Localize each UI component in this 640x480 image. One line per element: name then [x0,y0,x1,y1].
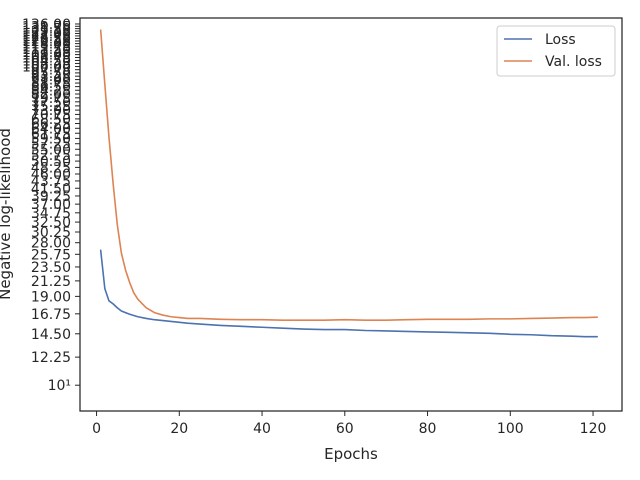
y-tick-label: 52.75 [31,148,71,164]
y-tick-label: 59.50 [31,131,71,147]
x-tick-label: 0 [92,421,101,437]
y-tick-label: 93.25 [31,69,71,85]
y-tick-label: 104.50 [22,53,71,69]
y-tick-label: 131.50 [22,22,71,38]
y-tick-label: 64.00 [31,121,71,137]
y-tick-label: 48.25 [31,160,71,176]
y-tick-label: 19.00 [31,289,71,305]
y-tick-label: 115.75 [22,39,71,55]
y-tick-label: 43.75 [31,174,71,190]
y-tick-label: 57.25 [31,137,71,153]
x-tick-label: 120 [580,421,607,437]
y-tick-label: 14.50 [31,327,71,343]
y-tick-label: 21.25 [31,274,71,290]
x-axis-label: Epochs [324,445,378,463]
y-tick-label: 66.25 [31,117,71,133]
y-tick-label: 82.00 [31,87,71,103]
y-tick-label: 32.50 [31,215,71,231]
y-tick-label: 46.00 [31,167,71,183]
plot-frame [79,17,623,412]
y-tick-label: 50.50 [31,154,71,170]
y-tick-label: 73.00 [31,103,71,119]
y-tick-label: 91.00 [31,73,71,89]
y-tick-label: 84.25 [31,83,71,99]
x-tick-label: 100 [497,421,524,437]
y-tick-label: 118.00 [22,37,71,53]
y-tick-label: 37.00 [31,197,71,213]
y-tick-label: 77.50 [31,95,71,111]
series-layer [99,29,598,338]
legend-label-loss: Loss [545,32,576,48]
y-tick-label: 129.25 [22,24,71,40]
y-tick-label: 39.25 [31,189,71,205]
y-tick-label: 61.75 [31,126,71,142]
series-line-val-loss [99,29,598,321]
y-tick-label: 12.25 [31,350,71,366]
y-tick-label: 100.00 [22,60,71,76]
y-tick-label: 16.75 [31,307,71,323]
series-line-loss [99,249,598,338]
y-tick-label: 102.25 [22,56,71,72]
y-tick-label: 86.50 [31,80,71,96]
y-tick-label: 124.75 [22,29,71,45]
plot-background [80,18,622,411]
y-tick-label: 68.50 [31,112,71,128]
y-tick-label: 55.00 [31,142,71,158]
y-tick-label: 79.75 [31,91,71,107]
y-tick-label: 122.50 [22,31,71,47]
y-tick-label: 120.25 [22,34,71,50]
legend-label-val-loss: Val. loss [545,54,602,70]
y-tick-label: 113.50 [22,42,71,58]
y-tick-label: 10¹ [48,378,71,394]
y-tick-label: 95.50 [31,66,71,82]
y-tick-label: 28.00 [31,236,71,252]
y-tick-label: 23.50 [31,260,71,276]
y-tick-label: 75.25 [31,99,71,115]
y-tick-label: 111.25 [22,45,71,61]
legend: Loss Val. loss [496,25,616,77]
y-tick-label: 25.75 [31,247,71,263]
y-axis-ticks: 10¹ 12.25 14.50 16.75 19.0021.2523.5025.7528… [22,17,80,394]
y-tick-label: 88.75 [31,76,71,92]
y-tick-label: 30.25 [31,225,71,241]
y-tick-label: 133.75 [22,19,71,35]
y-axis-label: Negative log-likelihood [0,128,14,300]
x-tick-label: 20 [170,421,188,437]
y-tick-label: 70.75 [31,107,71,123]
y-tick-label: 136.00 [22,17,71,33]
x-tick-label: 80 [419,421,437,437]
x-axis-ticks: 0 20 40 60 80 100 120 [92,411,606,437]
y-tick-label: 41.50 [31,181,71,197]
y-tick-label: 97.75 [31,63,71,79]
y-tick-label: 109.00 [22,48,71,64]
y-tick-label: 127.00 [22,26,71,42]
y-tick-label: 34.75 [31,206,71,222]
x-tick-label: 60 [336,421,354,437]
x-tick-label: 40 [253,421,271,437]
y-tick-label: 106.75 [22,50,71,66]
